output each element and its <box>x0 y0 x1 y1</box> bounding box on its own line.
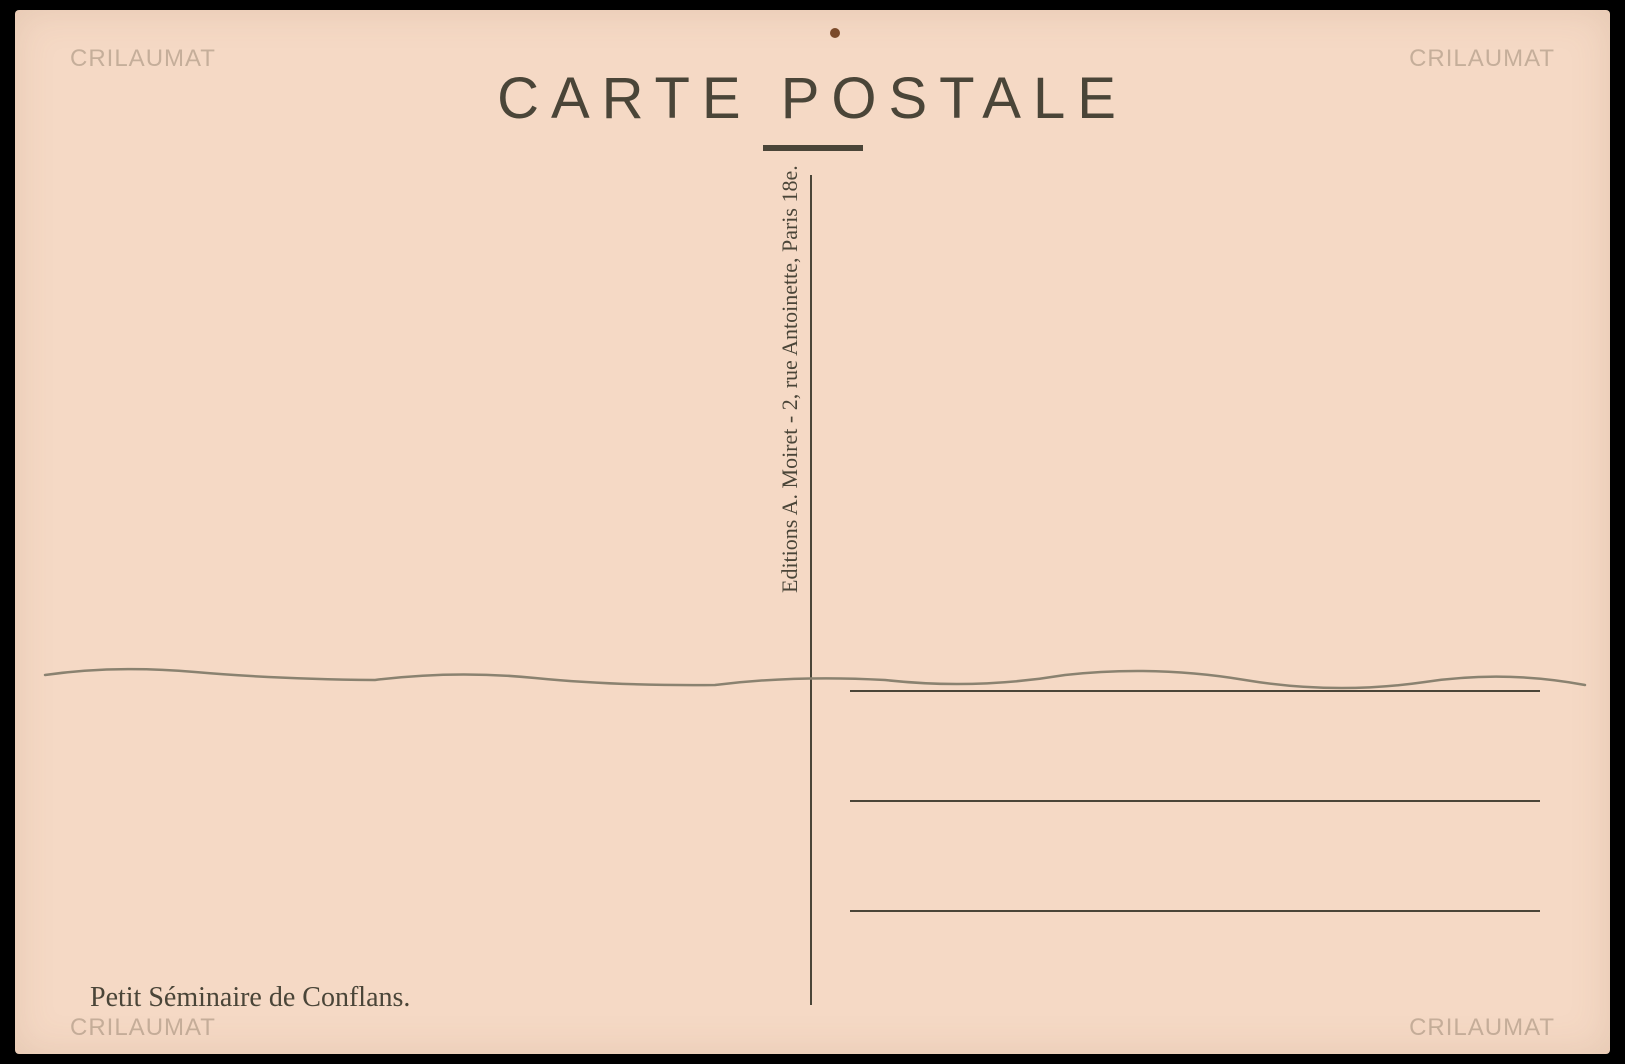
address-line-2 <box>850 800 1540 802</box>
address-line-1 <box>850 690 1540 692</box>
address-line-3 <box>850 910 1540 912</box>
publisher-credit: Editions A. Moiret - 2, rue Antoinette, … <box>777 165 803 593</box>
watermark-top-left: CRILAUMAT <box>70 45 216 73</box>
postcard-back: CARTE POSTALE Editions A. Moiret - 2, ru… <box>15 10 1610 1054</box>
watermark-bottom-left: CRILAUMAT <box>70 1014 216 1042</box>
pencil-path <box>45 669 1585 688</box>
postcard-title: CARTE POSTALE <box>497 65 1128 132</box>
pinhole-mark <box>830 28 840 38</box>
title-underline <box>763 145 863 151</box>
pencil-scribble <box>35 650 1595 710</box>
image-caption: Petit Séminaire de Conflans. <box>90 982 410 1014</box>
center-divider <box>810 175 812 1005</box>
watermark-bottom-right: CRILAUMAT <box>1409 1014 1555 1042</box>
watermark-top-right: CRILAUMAT <box>1409 45 1555 73</box>
